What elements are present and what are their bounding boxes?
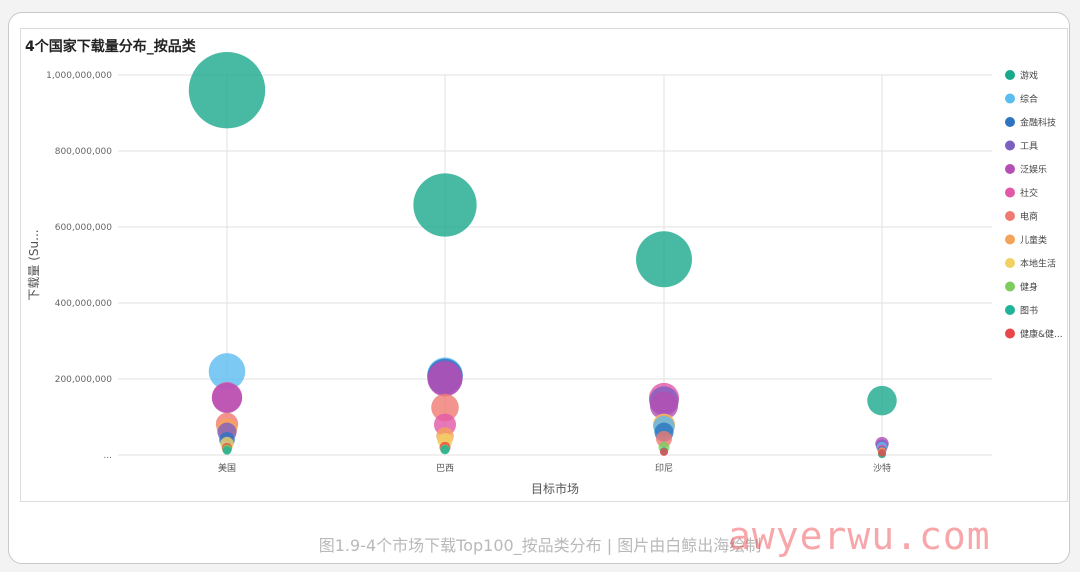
legend-marker	[1005, 164, 1015, 174]
figure-caption: 图1.9-4个市场下载Top100_按品类分布 | 图片由白鲸出海绘制	[318, 536, 762, 555]
x-tick-label: 巴西	[436, 463, 454, 474]
data-point	[649, 391, 679, 420]
legend-marker	[1005, 234, 1015, 245]
y-tick-label: ...	[103, 451, 112, 461]
legend-label: 综合	[1020, 93, 1038, 105]
x-axis-label: 目标市场	[531, 481, 579, 496]
y-tick-label: 400,000,000	[55, 299, 113, 309]
legend-marker	[1005, 281, 1015, 292]
legend-marker	[1005, 305, 1015, 315]
legend-label: 游戏	[1020, 70, 1038, 82]
legend-marker	[1005, 258, 1015, 268]
legend-marker	[1005, 93, 1015, 104]
legend-label: 金融科技	[1020, 117, 1056, 129]
y-axis-label: 下载量 (Su...	[27, 229, 41, 300]
data-point	[222, 446, 232, 455]
y-tick-label: 600,000,000	[55, 223, 113, 233]
legend-label: 健身	[1020, 281, 1038, 293]
data-point	[878, 448, 886, 457]
legend-label: 社交	[1020, 187, 1038, 199]
legend-marker	[1005, 140, 1015, 151]
legend-label: 电商	[1020, 211, 1038, 223]
x-tick-label: 印尼	[655, 462, 673, 474]
x-tick-label: 美国	[218, 462, 236, 474]
data-point	[188, 51, 266, 129]
chart-title: 4个国家下载量分布_按品类	[25, 39, 196, 55]
data-point	[660, 447, 668, 456]
legend-label: 健康&健...	[1020, 328, 1063, 340]
x-tick-label: 沙特	[873, 462, 891, 474]
watermark: awyerwu.com	[728, 514, 991, 558]
data-point	[656, 431, 672, 448]
legend-label: 泛娱乐	[1020, 164, 1047, 176]
data-point	[867, 385, 897, 416]
legend-label: 图书	[1020, 306, 1038, 317]
legend-marker	[1005, 117, 1015, 127]
legend-marker	[1005, 328, 1015, 339]
legend-label: 工具	[1020, 141, 1038, 152]
legend-marker	[1005, 211, 1015, 221]
y-tick-label: 200,000,000	[55, 375, 113, 385]
data-point	[431, 393, 459, 422]
y-tick-label: 800,000,000	[55, 147, 113, 157]
legend-marker	[1005, 70, 1015, 80]
data-point	[413, 173, 477, 237]
data-point	[636, 231, 692, 288]
data-point	[211, 382, 243, 414]
y-tick-label: 1,000,000,000	[46, 71, 112, 81]
data-point	[208, 353, 246, 390]
data-point	[427, 361, 463, 397]
legend-label: 儿童类	[1020, 234, 1047, 246]
legend-marker	[1005, 187, 1015, 198]
data-point	[440, 445, 450, 455]
legend-label: 本地生活	[1020, 258, 1056, 270]
